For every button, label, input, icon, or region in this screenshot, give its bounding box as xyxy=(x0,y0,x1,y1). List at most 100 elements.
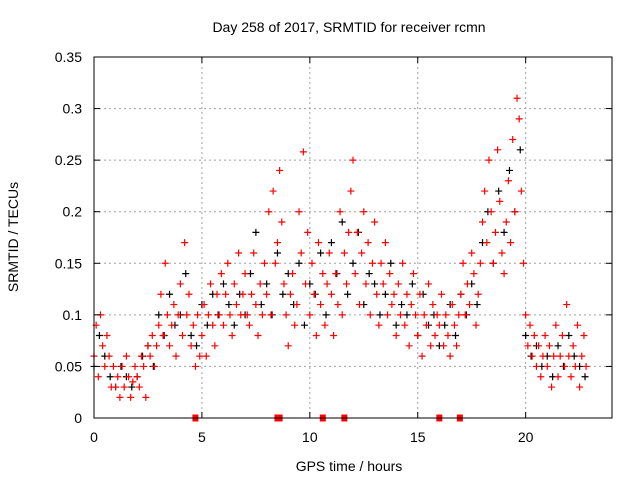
red-point xyxy=(386,270,394,278)
red-point xyxy=(381,239,389,247)
red-point xyxy=(280,280,288,288)
red-point xyxy=(302,280,310,288)
red-point xyxy=(230,280,238,288)
red-point xyxy=(310,290,318,298)
red-point xyxy=(353,228,361,236)
black-point xyxy=(473,301,481,309)
tick-labels: 0 5 10 15 20 0 0.05 0.1 0.15 0.2 0.25 0.3 0.35 xyxy=(55,49,612,445)
red-point xyxy=(409,270,417,278)
red-point xyxy=(509,136,517,144)
red-point xyxy=(401,321,409,329)
red-point xyxy=(291,321,299,329)
red-point xyxy=(181,239,189,247)
red-point xyxy=(202,352,210,360)
red-point xyxy=(368,259,376,267)
black-point xyxy=(322,311,330,319)
red-point xyxy=(377,259,385,267)
red-point xyxy=(437,290,445,298)
red-point xyxy=(468,249,476,257)
red-point xyxy=(552,321,560,329)
red-point xyxy=(332,270,340,278)
red-point xyxy=(189,321,197,329)
red-point xyxy=(276,166,284,174)
red-point xyxy=(573,321,581,329)
red-point xyxy=(494,146,502,154)
red-point xyxy=(511,208,519,216)
red-point xyxy=(105,352,113,360)
black-point xyxy=(365,270,373,278)
red-point xyxy=(258,311,266,319)
black-point xyxy=(295,259,303,267)
x-tick-label: 10 xyxy=(302,429,318,445)
red-point xyxy=(161,259,169,267)
red-point xyxy=(399,259,407,267)
red-point xyxy=(336,208,344,216)
red-point xyxy=(394,280,402,288)
red-point xyxy=(485,156,493,164)
red-point xyxy=(450,321,458,329)
red-point xyxy=(248,290,256,298)
black-point xyxy=(403,311,411,319)
red-point xyxy=(220,321,227,329)
red-point xyxy=(239,290,247,298)
red-point xyxy=(422,321,430,329)
red-point xyxy=(345,228,353,236)
red-point xyxy=(375,321,383,329)
red-point xyxy=(554,373,562,381)
red-point xyxy=(194,311,202,319)
red-point xyxy=(446,352,454,360)
red-point xyxy=(256,280,264,288)
red-point xyxy=(278,218,286,226)
red-point xyxy=(444,331,452,339)
red-point xyxy=(99,342,107,350)
red-point xyxy=(228,331,236,339)
red-point xyxy=(396,311,404,319)
red-point xyxy=(286,290,294,298)
red-point xyxy=(153,342,161,350)
red-point xyxy=(245,321,253,329)
black-point xyxy=(554,342,562,350)
red-point xyxy=(327,290,335,298)
red-point xyxy=(321,321,329,329)
red-point xyxy=(520,259,528,267)
red-point xyxy=(226,311,234,319)
grid-lines xyxy=(94,57,612,418)
red-point xyxy=(170,301,178,309)
red-point xyxy=(109,362,117,370)
red-point xyxy=(187,342,195,350)
red-point xyxy=(176,280,184,288)
red-point xyxy=(535,342,543,350)
red-point xyxy=(578,352,586,360)
red-point xyxy=(483,239,491,247)
black-point xyxy=(225,301,233,309)
red-point xyxy=(243,311,251,319)
black-point xyxy=(317,249,325,257)
black-point xyxy=(581,373,589,381)
red-point xyxy=(116,393,124,401)
black-point xyxy=(516,146,524,154)
red-point xyxy=(347,187,355,195)
y-tick-label: 0.3 xyxy=(63,101,83,117)
red-point xyxy=(355,301,363,309)
red-point xyxy=(582,362,590,370)
red-point xyxy=(338,311,346,319)
red-point xyxy=(157,290,165,298)
red-point xyxy=(215,311,223,319)
black-point xyxy=(387,259,395,267)
red-point xyxy=(323,280,331,288)
red-point xyxy=(351,270,359,278)
red-point xyxy=(137,352,145,360)
y-tick-label: 0.25 xyxy=(55,152,82,168)
red-point xyxy=(299,148,307,156)
red-point xyxy=(103,331,111,339)
red-point xyxy=(507,239,515,247)
red-point xyxy=(122,352,130,360)
red-point xyxy=(237,311,245,319)
black-point xyxy=(522,331,530,339)
red-point xyxy=(504,177,512,185)
red-point xyxy=(168,321,176,329)
red-point xyxy=(448,301,456,309)
red-point xyxy=(459,259,467,267)
red-point xyxy=(94,373,102,381)
red-point xyxy=(561,362,569,370)
